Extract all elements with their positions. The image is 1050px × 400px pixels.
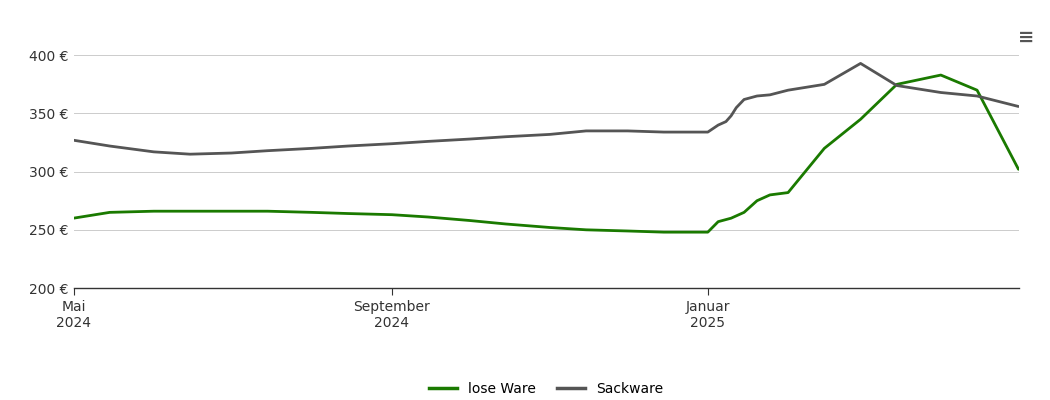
Legend: lose Ware, Sackware: lose Ware, Sackware: [423, 377, 669, 400]
Text: ≡: ≡: [1017, 28, 1034, 47]
